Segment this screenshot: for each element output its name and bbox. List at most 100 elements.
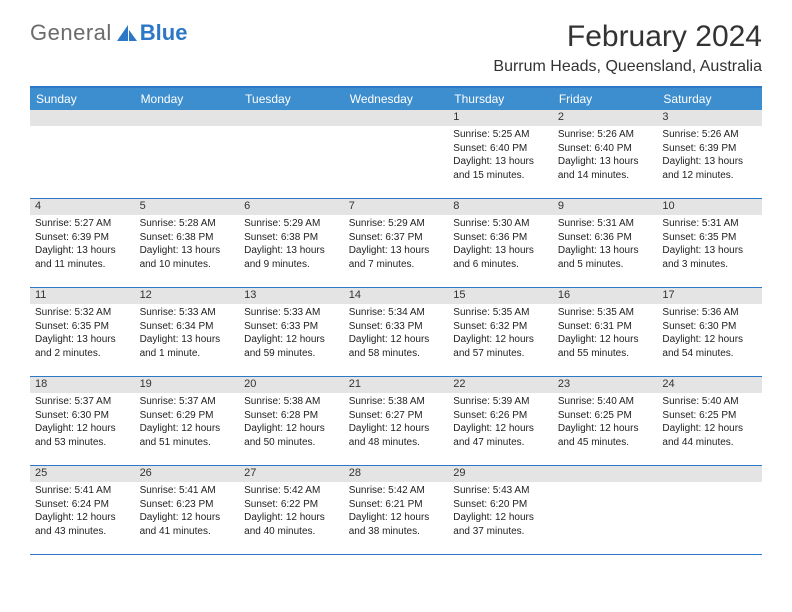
day-cell: Sunrise: 5:36 AMSunset: 6:30 PMDaylight:… <box>657 304 762 376</box>
day-cell: Sunrise: 5:30 AMSunset: 6:36 PMDaylight:… <box>448 215 553 287</box>
sunset-text: Sunset: 6:39 PM <box>35 231 130 245</box>
day-cell: Sunrise: 5:37 AMSunset: 6:30 PMDaylight:… <box>30 393 135 465</box>
day-number <box>657 466 762 482</box>
sunset-text: Sunset: 6:30 PM <box>35 409 130 423</box>
sunrise-text: Sunrise: 5:30 AM <box>453 217 548 231</box>
sunset-text: Sunset: 6:37 PM <box>349 231 444 245</box>
daylight-text: Daylight: 13 hours and 10 minutes. <box>140 244 235 271</box>
daylight-text: Daylight: 13 hours and 7 minutes. <box>349 244 444 271</box>
weekday-header: Thursday <box>448 88 553 110</box>
day-cell: Sunrise: 5:31 AMSunset: 6:35 PMDaylight:… <box>657 215 762 287</box>
daynum-row: 18192021222324 <box>30 377 762 393</box>
sunrise-text: Sunrise: 5:35 AM <box>453 306 548 320</box>
logo-text-blue: Blue <box>140 20 188 46</box>
day-number: 12 <box>135 288 240 304</box>
day-cell: Sunrise: 5:27 AMSunset: 6:39 PMDaylight:… <box>30 215 135 287</box>
day-cell: Sunrise: 5:42 AMSunset: 6:22 PMDaylight:… <box>239 482 344 554</box>
daylight-text: Daylight: 12 hours and 37 minutes. <box>453 511 548 538</box>
daylight-text: Daylight: 13 hours and 3 minutes. <box>662 244 757 271</box>
sunset-text: Sunset: 6:36 PM <box>558 231 653 245</box>
sunrise-text: Sunrise: 5:40 AM <box>558 395 653 409</box>
day-number: 23 <box>553 377 658 393</box>
day-number: 19 <box>135 377 240 393</box>
day-cell: Sunrise: 5:26 AMSunset: 6:40 PMDaylight:… <box>553 126 658 198</box>
daylight-text: Daylight: 12 hours and 57 minutes. <box>453 333 548 360</box>
weekday-header: Sunday <box>30 88 135 110</box>
sunset-text: Sunset: 6:26 PM <box>453 409 548 423</box>
day-cell: Sunrise: 5:42 AMSunset: 6:21 PMDaylight:… <box>344 482 449 554</box>
daylight-text: Daylight: 12 hours and 50 minutes. <box>244 422 339 449</box>
month-title: February 2024 <box>493 20 762 54</box>
day-number: 8 <box>448 199 553 215</box>
day-number: 9 <box>553 199 658 215</box>
sunset-text: Sunset: 6:38 PM <box>244 231 339 245</box>
day-number: 4 <box>30 199 135 215</box>
daylight-text: Daylight: 13 hours and 6 minutes. <box>453 244 548 271</box>
sunrise-text: Sunrise: 5:27 AM <box>35 217 130 231</box>
weekday-header: Monday <box>135 88 240 110</box>
day-number: 1 <box>448 110 553 126</box>
weekday-header: Saturday <box>657 88 762 110</box>
sunset-text: Sunset: 6:30 PM <box>662 320 757 334</box>
sunset-text: Sunset: 6:38 PM <box>140 231 235 245</box>
daylight-text: Daylight: 12 hours and 53 minutes. <box>35 422 130 449</box>
day-number: 17 <box>657 288 762 304</box>
sunset-text: Sunset: 6:27 PM <box>349 409 444 423</box>
daylight-text: Daylight: 12 hours and 43 minutes. <box>35 511 130 538</box>
sunrise-text: Sunrise: 5:40 AM <box>662 395 757 409</box>
daylight-text: Daylight: 13 hours and 2 minutes. <box>35 333 130 360</box>
sunrise-text: Sunrise: 5:29 AM <box>349 217 444 231</box>
day-cell: Sunrise: 5:35 AMSunset: 6:31 PMDaylight:… <box>553 304 658 376</box>
day-number: 21 <box>344 377 449 393</box>
daylight-text: Daylight: 12 hours and 45 minutes. <box>558 422 653 449</box>
sunset-text: Sunset: 6:35 PM <box>662 231 757 245</box>
day-cell: Sunrise: 5:39 AMSunset: 6:26 PMDaylight:… <box>448 393 553 465</box>
day-cell-empty <box>30 126 135 198</box>
sunrise-text: Sunrise: 5:41 AM <box>35 484 130 498</box>
day-number: 14 <box>344 288 449 304</box>
sunset-text: Sunset: 6:40 PM <box>558 142 653 156</box>
daynum-row: 2526272829 <box>30 466 762 482</box>
day-number: 10 <box>657 199 762 215</box>
day-number <box>135 110 240 126</box>
day-number <box>239 110 344 126</box>
day-cell: Sunrise: 5:37 AMSunset: 6:29 PMDaylight:… <box>135 393 240 465</box>
weekday-header: Wednesday <box>344 88 449 110</box>
daylight-text: Daylight: 12 hours and 51 minutes. <box>140 422 235 449</box>
sunset-text: Sunset: 6:35 PM <box>35 320 130 334</box>
day-cell: Sunrise: 5:33 AMSunset: 6:33 PMDaylight:… <box>239 304 344 376</box>
day-cell: Sunrise: 5:29 AMSunset: 6:38 PMDaylight:… <box>239 215 344 287</box>
day-cell: Sunrise: 5:29 AMSunset: 6:37 PMDaylight:… <box>344 215 449 287</box>
day-number: 13 <box>239 288 344 304</box>
sunset-text: Sunset: 6:25 PM <box>558 409 653 423</box>
sunrise-text: Sunrise: 5:39 AM <box>453 395 548 409</box>
sunrise-text: Sunrise: 5:31 AM <box>662 217 757 231</box>
day-cell-empty <box>344 126 449 198</box>
day-cell: Sunrise: 5:38 AMSunset: 6:28 PMDaylight:… <box>239 393 344 465</box>
daylight-text: Daylight: 13 hours and 12 minutes. <box>662 155 757 182</box>
sunrise-text: Sunrise: 5:35 AM <box>558 306 653 320</box>
day-cell: Sunrise: 5:32 AMSunset: 6:35 PMDaylight:… <box>30 304 135 376</box>
day-cell: Sunrise: 5:25 AMSunset: 6:40 PMDaylight:… <box>448 126 553 198</box>
day-number: 22 <box>448 377 553 393</box>
day-number: 3 <box>657 110 762 126</box>
sunrise-text: Sunrise: 5:26 AM <box>662 128 757 142</box>
day-number: 29 <box>448 466 553 482</box>
daylight-text: Daylight: 13 hours and 5 minutes. <box>558 244 653 271</box>
daylight-text: Daylight: 12 hours and 58 minutes. <box>349 333 444 360</box>
sunrise-text: Sunrise: 5:37 AM <box>35 395 130 409</box>
sunset-text: Sunset: 6:33 PM <box>349 320 444 334</box>
daynum-row: 45678910 <box>30 199 762 215</box>
daylight-text: Daylight: 12 hours and 41 minutes. <box>140 511 235 538</box>
page: General Blue February 2024 Burrum Heads,… <box>0 0 792 575</box>
sunset-text: Sunset: 6:28 PM <box>244 409 339 423</box>
sunrise-text: Sunrise: 5:38 AM <box>349 395 444 409</box>
sunrise-text: Sunrise: 5:33 AM <box>140 306 235 320</box>
sunrise-text: Sunrise: 5:26 AM <box>558 128 653 142</box>
week-row: Sunrise: 5:41 AMSunset: 6:24 PMDaylight:… <box>30 482 762 555</box>
day-cell-empty <box>135 126 240 198</box>
daylight-text: Daylight: 12 hours and 55 minutes. <box>558 333 653 360</box>
day-cell: Sunrise: 5:35 AMSunset: 6:32 PMDaylight:… <box>448 304 553 376</box>
day-cell: Sunrise: 5:26 AMSunset: 6:39 PMDaylight:… <box>657 126 762 198</box>
week-row: Sunrise: 5:32 AMSunset: 6:35 PMDaylight:… <box>30 304 762 377</box>
